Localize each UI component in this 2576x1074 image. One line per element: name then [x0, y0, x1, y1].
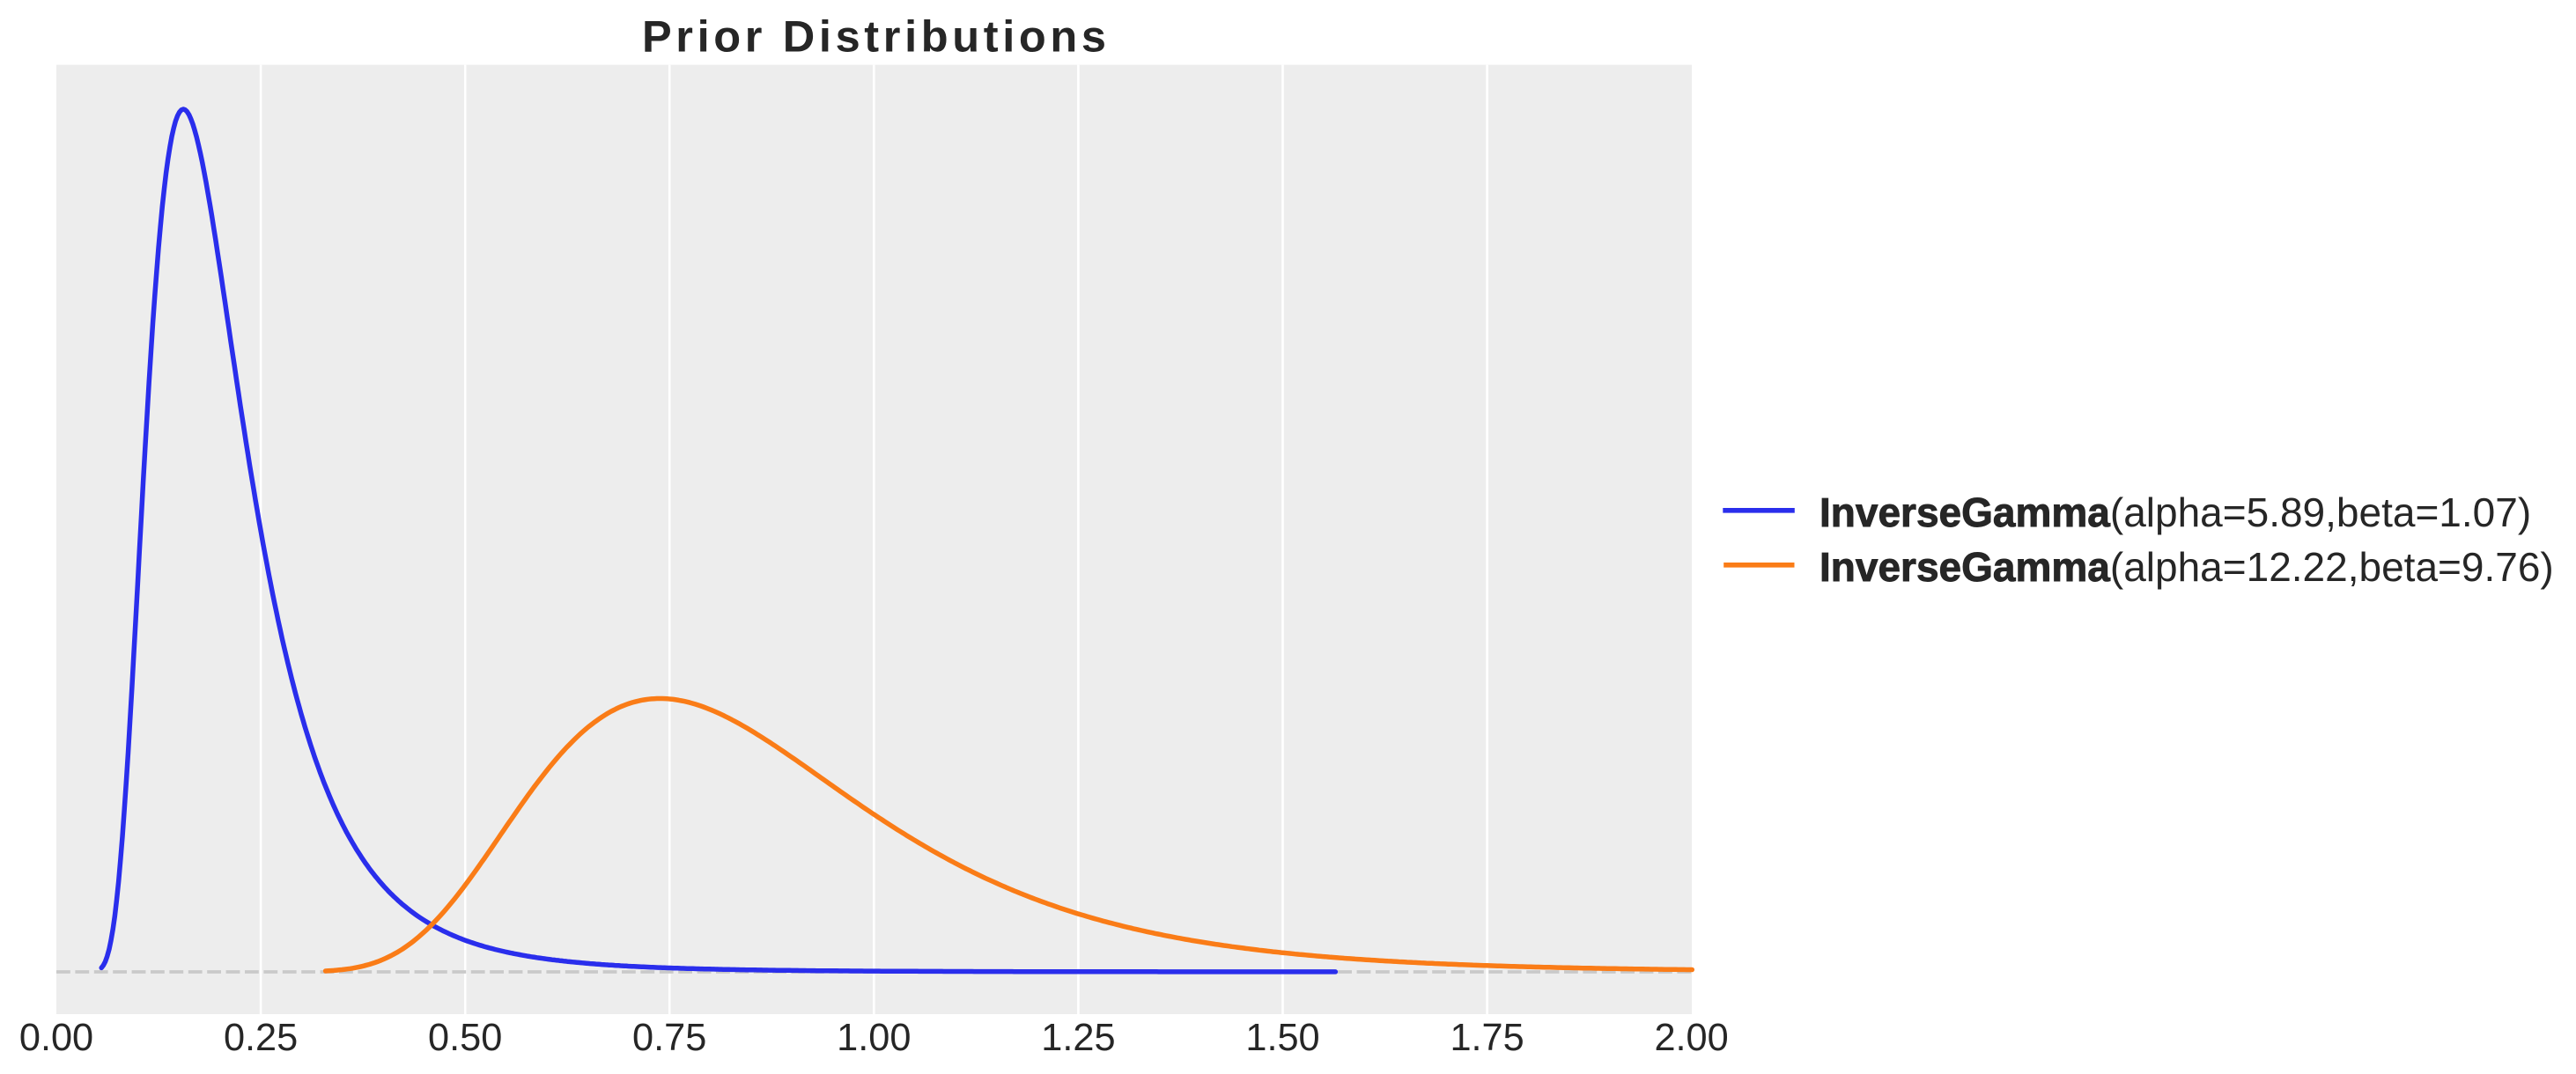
svg-text:Prior Distributions: Prior Distributions [642, 11, 1111, 62]
svg-text:InverseGamma(alpha=5.89,beta=1: InverseGamma(alpha=5.89,beta=1.07) [1819, 489, 2531, 535]
svg-text:1.50: 1.50 [1245, 1017, 1319, 1059]
svg-text:0.75: 0.75 [632, 1017, 706, 1059]
svg-text:0.50: 0.50 [428, 1017, 502, 1059]
svg-text:1.75: 1.75 [1450, 1017, 1524, 1059]
svg-text:1.00: 1.00 [837, 1017, 911, 1059]
svg-text:1.25: 1.25 [1041, 1017, 1115, 1059]
svg-text:0.25: 0.25 [224, 1017, 298, 1059]
svg-text:2.00: 2.00 [1654, 1017, 1728, 1059]
svg-text:0.00: 0.00 [19, 1017, 93, 1059]
svg-text:InverseGamma(alpha=12.22,beta=: InverseGamma(alpha=12.22,beta=9.76) [1819, 544, 2554, 590]
